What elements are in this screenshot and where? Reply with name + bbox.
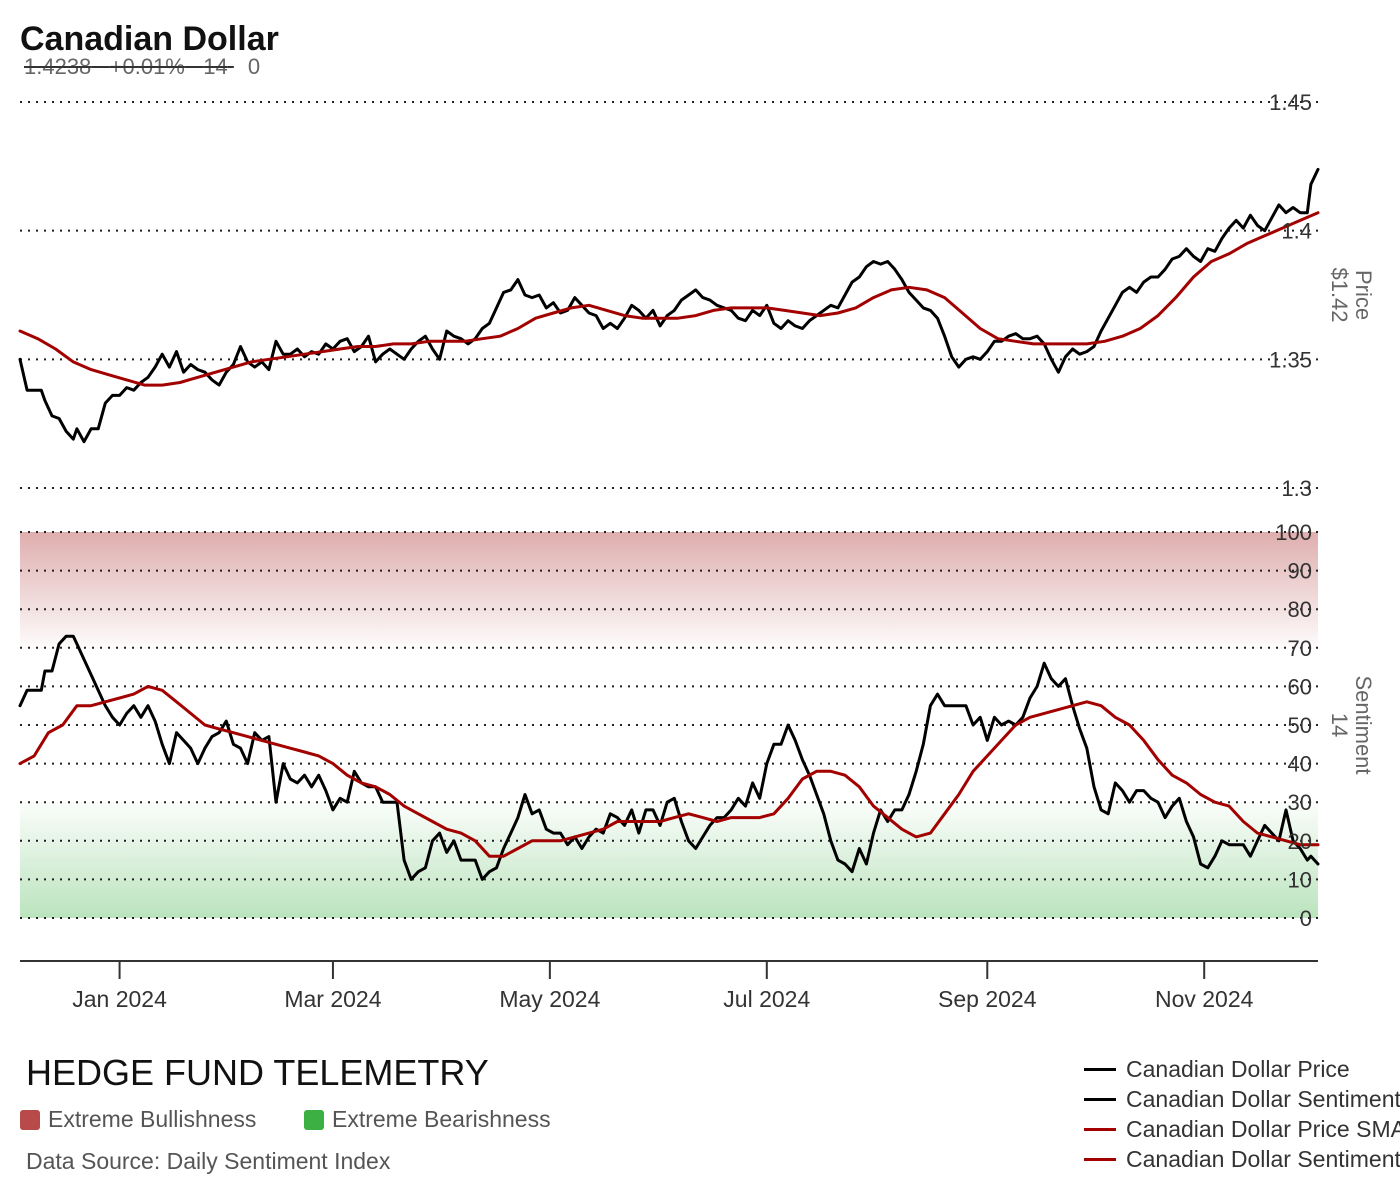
x-tick-label: May 2024	[499, 986, 600, 1012]
legend-label-sentiment: Canadian Dollar Sentiment	[1126, 1085, 1400, 1112]
price-axis-title: Price$1.42	[1327, 267, 1376, 322]
header-stats: 1.4238 +0.01% 14 0	[24, 54, 260, 80]
legend-label-price-sma: Canadian Dollar Price SMA	[1126, 1115, 1400, 1142]
legend-item-sentiment[interactable]: Canadian Dollar Sentiment	[1084, 1084, 1400, 1114]
extreme-bearishness-band	[20, 802, 1318, 918]
legend-label-sentiment-sma: Canadian Dollar Sentiment SMA	[1126, 1145, 1400, 1172]
x-tick-label: Nov 2024	[1155, 986, 1254, 1012]
sentiment-tick-label: 70	[1288, 636, 1312, 661]
key-extreme-bearishness: Extreme Bearishness	[304, 1106, 551, 1133]
legend-line-price	[1084, 1067, 1116, 1071]
sentiment-tick-label: 80	[1288, 597, 1312, 622]
header-sentiment: 14	[203, 54, 228, 79]
x-tick-label: Mar 2024	[284, 986, 381, 1012]
key-extreme-bullishness: Extreme Bullishness	[20, 1106, 256, 1133]
x-tick-label: Sep 2024	[938, 986, 1037, 1012]
legend-line-price-sma	[1084, 1127, 1116, 1131]
brand-name: HEDGE FUND TELEMETRY	[26, 1052, 489, 1093]
sentiment-axis-title-line: 14	[1327, 713, 1352, 737]
sentiment-series-0	[18, 634, 1320, 881]
price-series-1	[18, 211, 1320, 387]
price-tick-label: 1.4	[1281, 219, 1312, 244]
sentiment-tick-label: 30	[1288, 790, 1312, 815]
chart-title: Canadian Dollar	[20, 20, 279, 58]
extreme-bullishness-swatch	[20, 1109, 40, 1130]
sentiment-tick-label: 50	[1288, 713, 1312, 738]
sentiment-series-1	[18, 684, 1320, 858]
sentiment-tick-label: 20	[1288, 829, 1312, 854]
legend-label-price: Canadian Dollar Price	[1126, 1055, 1350, 1082]
sentiment-tick-label: 60	[1288, 674, 1312, 699]
sentiment-tick-label: 90	[1288, 559, 1312, 584]
legend-item-sentiment-sma[interactable]: Canadian Dollar Sentiment SMA	[1084, 1144, 1400, 1174]
legend-line-sentiment-sma	[1084, 1157, 1116, 1161]
price-axis-title-line: Price	[1351, 270, 1376, 320]
legend-item-price-sma[interactable]: Canadian Dollar Price SMA	[1084, 1114, 1400, 1144]
price-tick-label: 1.3	[1281, 476, 1312, 501]
extreme-bullishness-label: Extreme Bullishness	[48, 1106, 257, 1132]
extreme-bearishness-swatch	[304, 1109, 324, 1130]
header-extra: 0	[247, 54, 261, 79]
header-change: +0.01%	[109, 54, 185, 79]
chart-canvas: 1.3 1.35 1.4 1.45 0 10 20 30 40 50 60 70 80 90 100 Jan …	[18, 90, 1376, 1012]
header-price: 1.4238	[24, 54, 92, 79]
extreme-bullishness-band	[20, 532, 1318, 648]
sentiment-axis-title-line: Sentiment	[1351, 675, 1376, 774]
sentiment-tick-label: 40	[1288, 752, 1312, 777]
price-series-0	[18, 167, 1320, 444]
sentiment-tick-label: 100	[1275, 520, 1312, 545]
legend-item-price[interactable]: Canadian Dollar Price	[1084, 1054, 1400, 1084]
chart-legend: Canadian Dollar Price Canadian Dollar Se…	[1084, 1054, 1400, 1174]
sentiment-tick-label: 10	[1288, 867, 1312, 892]
price-tick-label: 1.35	[1269, 347, 1312, 372]
sentiment-tick-label: 0	[1300, 906, 1312, 931]
price-axis-title-line: $1.42	[1327, 267, 1352, 322]
price-tick-label: 1.45	[1269, 90, 1312, 115]
data-source: Data Source: Daily Sentiment Index	[26, 1148, 391, 1174]
legend-line-sentiment	[1084, 1097, 1116, 1101]
extreme-bearishness-label: Extreme Bearishness	[332, 1106, 551, 1132]
x-tick-label: Jan 2024	[72, 986, 167, 1012]
x-tick-label: Jul 2024	[723, 986, 810, 1012]
